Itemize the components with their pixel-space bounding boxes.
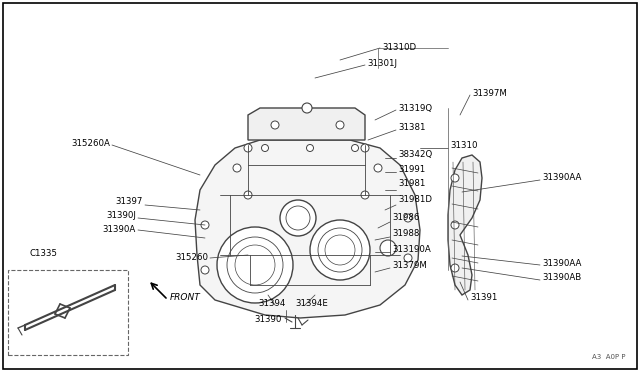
Circle shape: [244, 191, 252, 199]
Circle shape: [307, 144, 314, 151]
Circle shape: [361, 144, 369, 152]
Text: 31397M: 31397M: [472, 89, 507, 97]
Circle shape: [374, 164, 382, 172]
Text: 31379M: 31379M: [392, 260, 427, 269]
Circle shape: [404, 214, 412, 222]
Text: 31390AA: 31390AA: [542, 173, 581, 183]
Text: 315260: 315260: [175, 253, 208, 262]
Polygon shape: [248, 108, 365, 140]
Text: FRONT: FRONT: [170, 292, 201, 301]
Text: 31390AA: 31390AA: [542, 259, 581, 267]
Circle shape: [310, 220, 370, 280]
Text: 31988: 31988: [392, 228, 419, 237]
Circle shape: [380, 240, 396, 256]
Text: C1335: C1335: [30, 248, 58, 257]
Text: 313190A: 313190A: [392, 244, 431, 253]
Circle shape: [336, 121, 344, 129]
Text: 31986: 31986: [392, 214, 419, 222]
Text: 31310: 31310: [450, 141, 477, 151]
Circle shape: [451, 174, 459, 182]
Circle shape: [262, 144, 269, 151]
Text: 31390AB: 31390AB: [542, 273, 581, 282]
Text: A3  A0P P: A3 A0P P: [591, 354, 625, 360]
Text: 38342Q: 38342Q: [398, 151, 432, 160]
Circle shape: [201, 266, 209, 274]
Text: 31390J: 31390J: [106, 212, 136, 221]
Bar: [8, 270, 128, 355]
Circle shape: [233, 164, 241, 172]
Text: 31394E: 31394E: [295, 299, 328, 308]
Circle shape: [451, 221, 459, 229]
Text: 31391: 31391: [470, 294, 497, 302]
Text: 31381: 31381: [398, 124, 426, 132]
Circle shape: [286, 206, 310, 230]
Text: 31394: 31394: [258, 299, 285, 308]
Circle shape: [227, 237, 283, 293]
Circle shape: [351, 144, 358, 151]
Circle shape: [280, 200, 316, 236]
Circle shape: [201, 221, 209, 229]
Polygon shape: [448, 155, 482, 295]
Circle shape: [404, 254, 412, 262]
Text: 31981D: 31981D: [398, 196, 432, 205]
Circle shape: [361, 191, 369, 199]
Text: 31397: 31397: [116, 198, 143, 206]
Circle shape: [217, 227, 293, 303]
Circle shape: [271, 121, 279, 129]
Text: 31301J: 31301J: [367, 58, 397, 67]
Polygon shape: [195, 140, 420, 318]
Text: 31390A: 31390A: [103, 225, 136, 234]
Text: 31319Q: 31319Q: [398, 103, 432, 112]
Text: 31991: 31991: [398, 164, 425, 173]
Circle shape: [244, 144, 252, 152]
Text: 315260A: 315260A: [71, 138, 110, 148]
Text: 31310D: 31310D: [382, 42, 416, 51]
Circle shape: [302, 103, 312, 113]
Circle shape: [451, 264, 459, 272]
Circle shape: [318, 228, 362, 272]
Text: 31981: 31981: [398, 180, 426, 189]
Text: 31390: 31390: [254, 315, 282, 324]
